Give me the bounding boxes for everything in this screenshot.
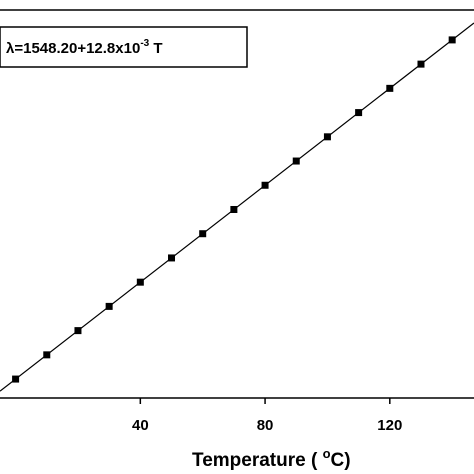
data-point — [386, 84, 394, 92]
data-point — [43, 351, 51, 359]
data-point — [230, 205, 238, 213]
x-tick-label: 80 — [257, 417, 274, 434]
x-axis-ticks: 40 80 120 — [132, 398, 402, 434]
x-axis-title-unit: C) — [331, 450, 351, 471]
equation-text: λ=1548.20+12.8x10-3 T — [6, 38, 163, 57]
equation-prefix: λ=1548.20+12.8x10 — [6, 40, 140, 57]
data-point — [105, 302, 113, 310]
data-point — [199, 230, 207, 238]
data-point — [136, 278, 144, 286]
x-axis-title: Temperature ( oC) — [192, 446, 351, 471]
x-axis-title-superscript: o — [323, 446, 331, 461]
data-point — [323, 133, 331, 141]
data-point — [168, 254, 176, 262]
plot-frame — [0, 9, 474, 399]
data-point — [448, 36, 456, 44]
data-point — [417, 60, 425, 68]
data-point — [292, 157, 300, 165]
x-tick-label: 40 — [132, 417, 149, 434]
data-marks — [0, 22, 474, 392]
data-point — [261, 181, 269, 189]
data-point — [355, 109, 363, 117]
equation-annotation: λ=1548.20+12.8x10-3 T — [0, 26, 248, 68]
equation-box — [0, 26, 248, 68]
equation-suffix: T — [149, 40, 162, 57]
x-axis-title-text: Temperature ( — [192, 450, 323, 471]
equation-superscript: -3 — [140, 38, 149, 49]
data-point — [74, 327, 82, 335]
data-point — [12, 375, 20, 383]
x-tick-label: 120 — [377, 417, 402, 434]
